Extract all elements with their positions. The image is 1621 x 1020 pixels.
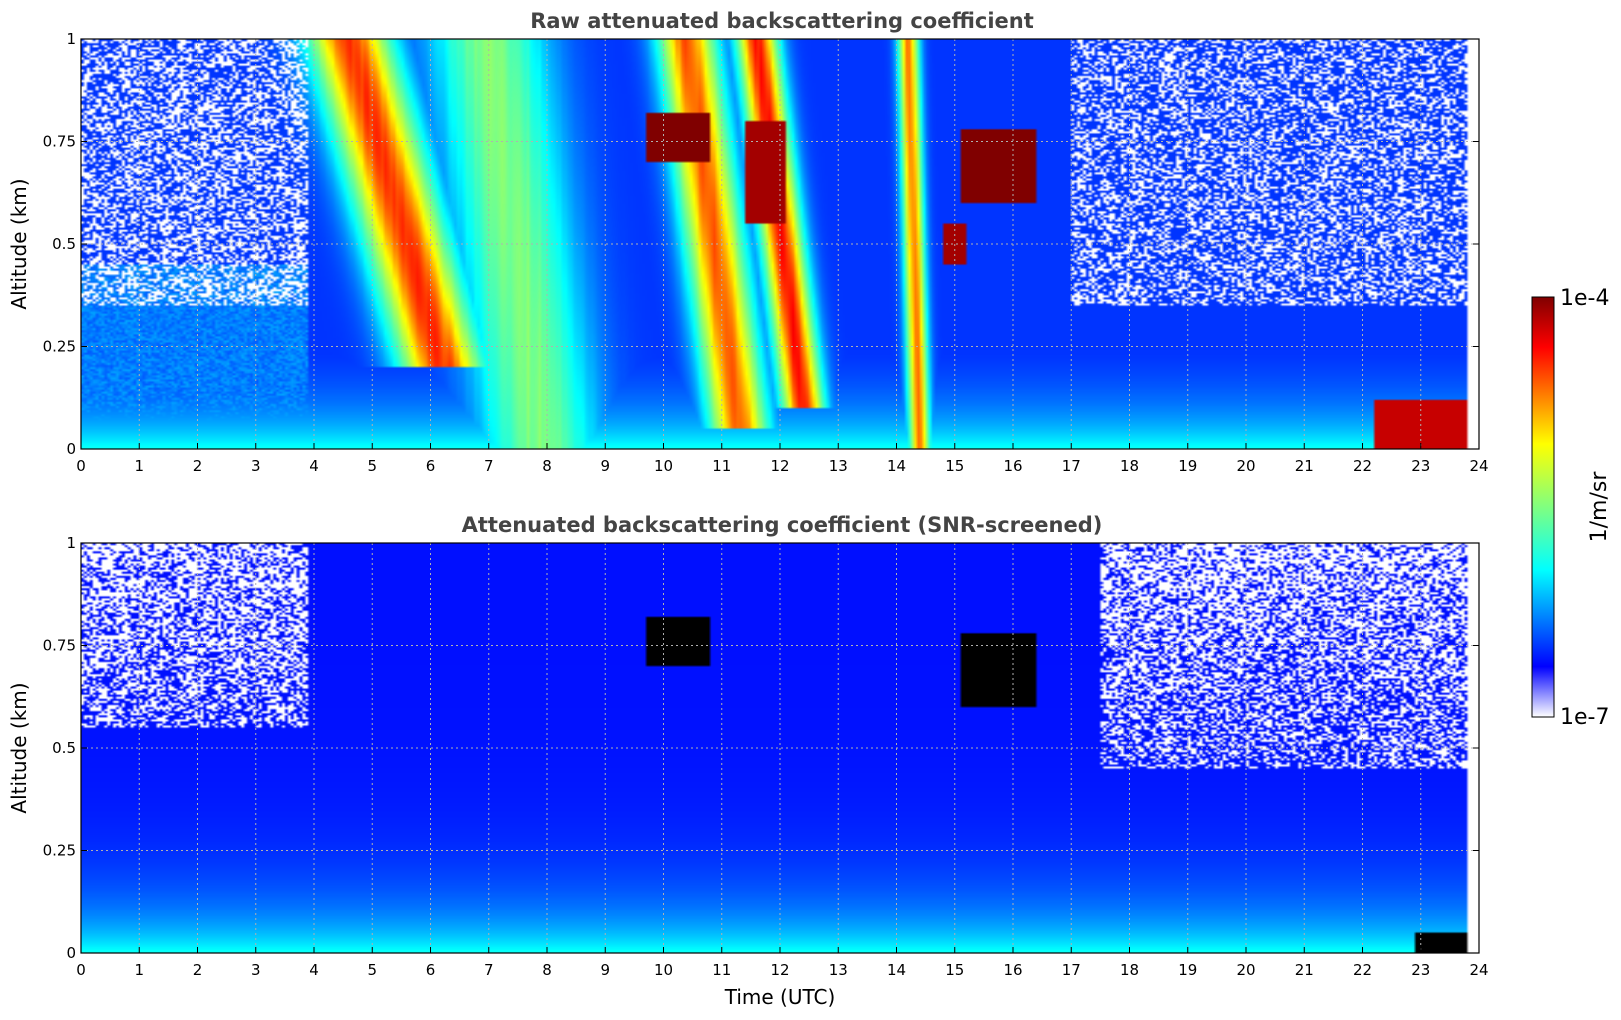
panel-raw: Raw attenuated backscattering coefficien… [7, 9, 1489, 475]
x-tick-label: 21 [1295, 457, 1314, 475]
y-axis-label: Altitude (km) [7, 682, 31, 813]
colorbar: 1e-4 1e-7 1/m/sr [1531, 286, 1612, 730]
colorbar-gradient [1531, 296, 1555, 718]
x-tick-label: 13 [829, 961, 848, 979]
chart-title: Attenuated backscattering coefficient (S… [462, 513, 1103, 537]
grid [81, 543, 1479, 953]
x-tick-label: 17 [1062, 457, 1081, 475]
x-tick-label: 6 [426, 961, 436, 979]
x-tick-label: 10 [654, 457, 673, 475]
x-tick-label: 11 [712, 961, 731, 979]
x-tick-label: 12 [770, 457, 789, 475]
x-ticks: 0 1 2 3 4 5 6 7 8 9 10 11 12 13 14 15 16 17 18 19 20 21 22 23 24 [76, 443, 1489, 475]
x-tick-label: 2 [193, 961, 203, 979]
x-tick-label: 12 [770, 961, 789, 979]
x-tick-label: 1 [134, 457, 144, 475]
x-tick-label: 9 [600, 457, 610, 475]
x-tick-label: 18 [1120, 961, 1139, 979]
x-tick-label: 19 [1178, 457, 1197, 475]
y-tick-label: 0.5 [52, 235, 76, 253]
y-ticks: 0 0.25 0.5 0.75 1 [43, 30, 1479, 458]
y-tick-label: 0.75 [43, 637, 76, 655]
y-ticks: 0 0.25 0.5 0.75 1 [43, 534, 1479, 962]
x-tick-label: 22 [1353, 457, 1372, 475]
x-tick-label: 4 [309, 961, 319, 979]
chart-title: Raw attenuated backscattering coefficien… [530, 9, 1034, 33]
x-tick-label: 7 [484, 457, 494, 475]
x-tick-label: 1 [134, 961, 144, 979]
x-ticks: 0 1 2 3 4 5 6 7 8 9 10 11 12 13 14 15 16 17 18 19 20 21 22 23 24 [76, 947, 1489, 979]
x-tick-label: 7 [484, 961, 494, 979]
x-tick-label: 9 [600, 961, 610, 979]
x-tick-label: 8 [542, 457, 552, 475]
y-tick-label: 0 [66, 440, 76, 458]
grid [81, 39, 1479, 449]
x-tick-label: 13 [829, 457, 848, 475]
y-tick-label: 1 [66, 30, 76, 48]
colorbar-max-label: 1e-4 [1560, 286, 1609, 311]
x-tick-label: 20 [1236, 457, 1255, 475]
panel-screened: Attenuated backscattering coefficient (S… [7, 513, 1489, 1009]
x-tick-label: 23 [1411, 457, 1430, 475]
y-axis-label: Altitude (km) [7, 178, 31, 309]
x-tick-label: 19 [1178, 961, 1197, 979]
colorbar-min-label: 1e-7 [1560, 705, 1609, 730]
y-tick-label: 0.75 [43, 133, 76, 151]
x-tick-label: 6 [426, 457, 436, 475]
x-tick-label: 10 [654, 961, 673, 979]
y-tick-label: 0.25 [43, 842, 76, 860]
y-tick-label: 0.5 [52, 739, 76, 757]
y-tick-label: 1 [66, 534, 76, 552]
x-tick-label: 24 [1469, 457, 1488, 475]
x-tick-label: 0 [76, 961, 86, 979]
x-tick-label: 0 [76, 457, 86, 475]
x-tick-label: 2 [193, 457, 203, 475]
x-tick-label: 8 [542, 961, 552, 979]
y-tick-label: 0.25 [43, 338, 76, 356]
colorbar-unit-label: 1/m/sr [1587, 471, 1612, 543]
x-tick-label: 11 [712, 457, 731, 475]
x-tick-label: 21 [1295, 961, 1314, 979]
x-tick-label: 14 [887, 961, 906, 979]
x-tick-label: 20 [1236, 961, 1255, 979]
x-tick-label: 14 [887, 457, 906, 475]
x-tick-label: 24 [1469, 961, 1488, 979]
x-axis-label: Time (UTC) [724, 985, 836, 1009]
x-tick-label: 22 [1353, 961, 1372, 979]
x-tick-label: 16 [1003, 961, 1022, 979]
x-tick-label: 16 [1003, 457, 1022, 475]
x-tick-label: 3 [251, 961, 261, 979]
x-tick-label: 5 [367, 457, 377, 475]
x-tick-label: 4 [309, 457, 319, 475]
x-tick-label: 17 [1062, 961, 1081, 979]
x-tick-label: 15 [945, 457, 964, 475]
x-tick-label: 23 [1411, 961, 1430, 979]
y-tick-label: 0 [66, 944, 76, 962]
x-tick-label: 5 [367, 961, 377, 979]
x-tick-label: 18 [1120, 457, 1139, 475]
x-tick-label: 3 [251, 457, 261, 475]
x-tick-label: 15 [945, 961, 964, 979]
